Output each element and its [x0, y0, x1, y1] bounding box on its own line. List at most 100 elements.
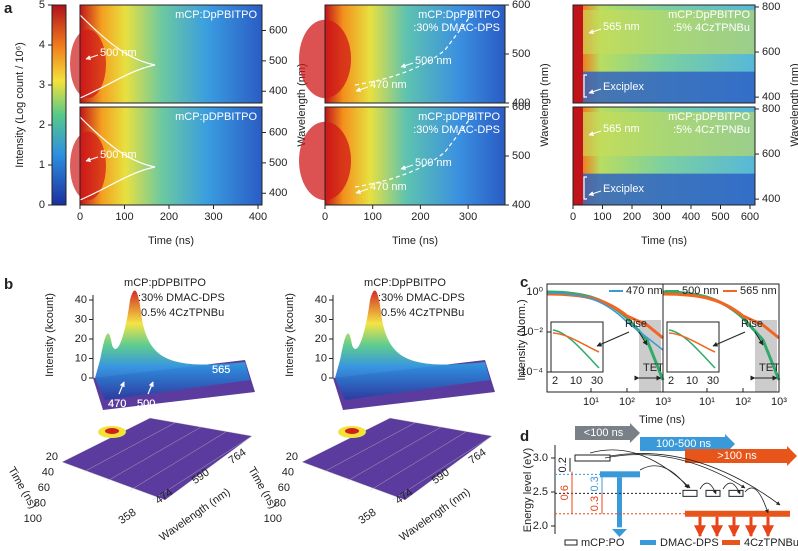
y-tick-label: 400 [269, 85, 287, 97]
note-arrow [588, 190, 602, 196]
map-grid [152, 435, 253, 501]
y-tick-label: 3.0 [533, 452, 548, 464]
x-tick-label: 100 [593, 211, 611, 223]
time-window: >100 ns [717, 450, 757, 462]
y-tick-label: 40 [75, 294, 87, 306]
hot-region [70, 131, 106, 201]
sample-label: :30% DMAC-DPS [413, 22, 500, 34]
map-grid [324, 422, 416, 472]
x-tick-label: 200 [623, 211, 641, 223]
y-tick-label: 2.5 [533, 486, 548, 498]
inset-tick-label: 10 [570, 375, 582, 387]
y-tick-label: 600 [269, 126, 287, 138]
gap-label: 0.3 [589, 496, 601, 511]
plot-frame [79, 106, 263, 206]
x-tick-label: 0 [77, 211, 83, 223]
y-tick-label: 500 [512, 48, 530, 60]
colorbar-tick-label: 3 [39, 79, 45, 91]
y-tick-label: 400 [762, 91, 780, 103]
time-tick-label: 100 [24, 513, 42, 525]
sample-label: mCP:pDPBITPO [668, 111, 750, 123]
y-tick-label: 600 [512, 0, 530, 11]
sample-label: :30% DMAC-DPS [138, 292, 225, 304]
y-axis-label: Energy level (eV) [522, 448, 534, 532]
y-tick-label: 0 [81, 372, 87, 384]
x-tick-label: 300 [204, 211, 222, 223]
emission-band [583, 10, 755, 55]
wavelength-note: 565 nm [603, 21, 640, 33]
spectrum-curve [79, 14, 156, 99]
sample-label: mCP:DpPBITPO [175, 9, 257, 21]
bracket [583, 176, 587, 200]
wavelength-note: Exciplex [603, 81, 644, 93]
y-tick-label: 20 [75, 333, 87, 345]
peak-arrow [118, 381, 125, 395]
dmac-level [600, 471, 640, 478]
x-tick-label: 100 [364, 211, 382, 223]
time-arrow [575, 423, 640, 443]
transfer-arrow [609, 453, 781, 506]
y-axis-label: Wavelength (nm) [296, 63, 308, 146]
y-tick-label: 400 [512, 97, 530, 109]
inset-tick-label: 2 [668, 375, 674, 387]
sample-label: :30% DMAC-DPS [378, 292, 465, 304]
sample-label: mCP:pDPBITPO [175, 111, 257, 123]
gap-label: 0.3 [589, 476, 601, 491]
decay-curve [546, 292, 664, 351]
x-tick-label: 300 [652, 211, 670, 223]
y-tick-label: 10⁻² [521, 326, 543, 338]
sample-label: :0.5% 4CzTPNBu [138, 307, 224, 319]
time-axis-label: Time (ns) [245, 465, 278, 511]
sample-label: mCP:pDPBITPO [124, 277, 206, 289]
rise-label: Rise [625, 318, 647, 330]
time-window: <100 ns [584, 427, 624, 439]
x-axis-label: Time (ns) [148, 235, 194, 247]
decay-curve [662, 292, 780, 340]
y-tick-label: 500 [269, 55, 287, 67]
plot-frame [572, 106, 756, 206]
wavelength-note: 565 nm [603, 123, 640, 135]
note-arrow [85, 54, 99, 60]
y-tick-label: 10⁻⁴ [520, 366, 543, 378]
x-tick-label: 10³ [771, 396, 787, 408]
y-tick-label: 400 [512, 199, 530, 211]
sample-label: :30% DMAC-DPS [413, 124, 500, 136]
transfer-arrow [639, 465, 689, 489]
x-tick-label: 100 [115, 211, 133, 223]
spectrum-surface [95, 290, 250, 400]
x-tick-label: 300 [459, 211, 477, 223]
rise-arrow [596, 331, 630, 347]
colorbar-title: Intensity (Log count / 10⁶) [14, 42, 26, 168]
y-axis-label: Wavelength (nm) [539, 63, 551, 146]
tet-region [755, 320, 777, 392]
inset-tick-label: 30 [591, 375, 603, 387]
panel-label: b [4, 276, 13, 293]
note-arrow [400, 62, 414, 68]
peak-label: 470 [108, 398, 126, 410]
y-tick-label: 500 [269, 157, 287, 169]
x-tick-label: 500 [711, 211, 729, 223]
y-tick-label: 400 [762, 193, 780, 205]
inset-curve [668, 332, 716, 353]
plot-frame [572, 4, 756, 104]
time-tick-label: 60 [38, 482, 50, 494]
x-tick-label: 10¹ [699, 396, 715, 408]
x-tick-label: 200 [160, 211, 178, 223]
wavelength-note: 500 nm [100, 149, 137, 161]
plot-frame [79, 4, 263, 104]
y-tick-label: 600 [512, 101, 530, 113]
decay-curve [546, 292, 664, 340]
map-grid [392, 435, 493, 501]
mcp-level [574, 454, 611, 462]
gap-label: 0.6 [559, 485, 571, 500]
y-axis-label: Intensity (kcount) [44, 293, 56, 377]
peak-label: 500 [137, 398, 155, 410]
exciplex-level [682, 489, 698, 497]
y-tick-label: 40 [315, 294, 327, 306]
map-grid [129, 431, 227, 491]
note-arrow [85, 156, 99, 162]
map-grid [347, 426, 442, 482]
dmac-emission [612, 529, 627, 537]
map-hot [105, 428, 119, 434]
